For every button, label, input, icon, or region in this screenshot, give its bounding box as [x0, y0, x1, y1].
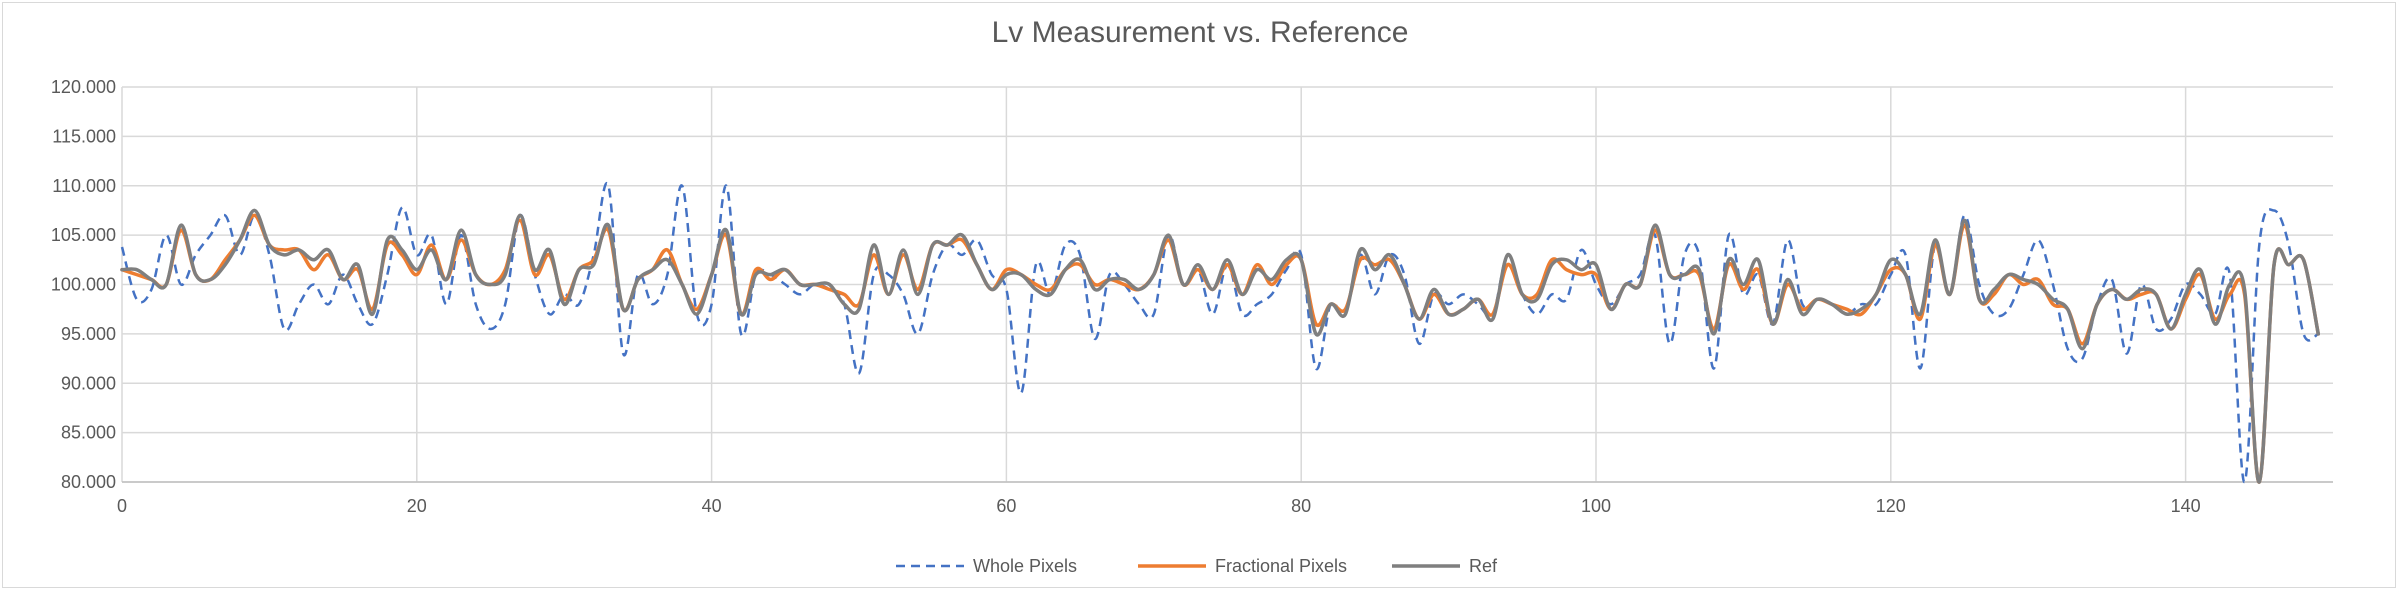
series-line-whole-pixels — [120, 181, 2319, 484]
y-axis-tick-labels: 80.000 85.000 90.000 95.000 100.000 105.000 11… — [51, 77, 116, 492]
y-tick-label: 85.000 — [61, 423, 116, 443]
x-tick-label: 60 — [996, 496, 1016, 516]
legend-label: Whole Pixels — [973, 556, 1077, 576]
y-tick-label: 120.000 — [51, 77, 116, 97]
x-tick-label: 100 — [1581, 496, 1611, 516]
gridlines — [121, 86, 2333, 483]
series-lines — [120, 181, 2321, 484]
x-tick-label: 80 — [1291, 496, 1311, 516]
x-tick-label: 140 — [2171, 496, 2201, 516]
y-tick-label: 80.000 — [61, 472, 116, 492]
series-line-fractional-pixels — [120, 213, 2321, 484]
chart-title: Lv Measurement vs. Reference — [992, 16, 1409, 49]
legend: Whole Pixels Fractional Pixels Ref — [896, 556, 1498, 576]
y-tick-label: 115.000 — [52, 126, 116, 146]
x-tick-label: 0 — [117, 496, 127, 516]
x-tick-label: 20 — [407, 496, 427, 516]
y-tick-label: 95.000 — [61, 324, 116, 344]
x-axis-tick-labels: 0 20 40 60 80 100 120 140 — [117, 496, 2201, 516]
x-tick-label: 40 — [702, 496, 722, 516]
y-tick-label: 100.000 — [51, 275, 116, 295]
y-tick-label: 110.000 — [52, 176, 116, 196]
x-tick-label: 120 — [1876, 496, 1906, 516]
y-tick-label: 105.000 — [51, 225, 116, 245]
series-line-ref — [120, 208, 2321, 484]
legend-label: Ref — [1469, 556, 1498, 576]
y-tick-label: 90.000 — [61, 373, 116, 393]
legend-label: Fractional Pixels — [1215, 556, 1347, 576]
